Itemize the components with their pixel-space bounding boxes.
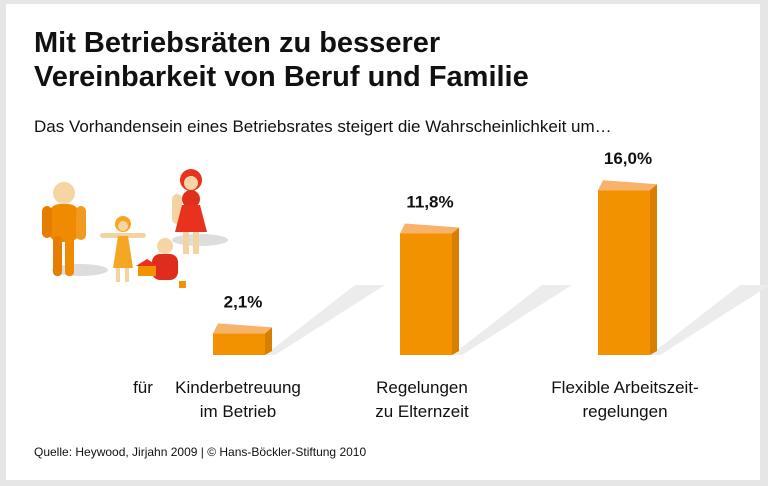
bar-front	[598, 190, 650, 355]
data-label: 11,8%	[406, 192, 453, 211]
bar-side	[265, 327, 272, 355]
bar-shadow	[265, 285, 385, 355]
category-line: Regelungen	[376, 378, 468, 397]
bar-front	[213, 333, 265, 355]
category-line: Kinderbetreuung	[175, 378, 301, 397]
bar-side	[452, 227, 459, 355]
title-line-1: Mit Betriebsräten zu besserer	[34, 27, 441, 59]
category-line: zu Elternzeit	[375, 402, 469, 421]
bar-top	[598, 180, 657, 191]
category-label: Regelungen zu Elternzeit	[322, 376, 522, 424]
category-label: Flexible Arbeitszeit-regelungen	[525, 376, 725, 424]
family-illustration	[42, 169, 228, 288]
bar-top	[213, 323, 272, 334]
chart-title: Mit Betriebsräten zu besserer Vereinbark…	[34, 26, 529, 94]
category-line: Flexible Arbeitszeit-	[551, 378, 699, 397]
data-label: 2,1%	[224, 292, 263, 311]
bar-1: 2,1%	[213, 285, 385, 355]
data-label: 16,0%	[604, 149, 652, 168]
chart-subtitle: Das Vorhandensein eines Betriebsrates st…	[34, 117, 612, 136]
bar-side	[650, 184, 657, 355]
bar-shadow	[650, 285, 768, 355]
bar-3: 16,0%	[598, 149, 768, 355]
category-line: regelungen	[582, 402, 668, 421]
bar-front	[400, 233, 452, 355]
category-label: Kinderbetreuung im Betrieb	[138, 376, 338, 424]
bar-shadow	[452, 285, 572, 355]
category-prefix: für	[133, 378, 153, 397]
bar-top	[400, 223, 459, 234]
bar-2: 11,8%	[400, 192, 572, 355]
title-line-2: Vereinbarkeit von Beruf und Familie	[34, 61, 529, 93]
source-note: Quelle: Heywood, Jirjahn 2009 | © Hans-B…	[34, 445, 367, 459]
category-line: im Betrieb	[199, 402, 277, 421]
